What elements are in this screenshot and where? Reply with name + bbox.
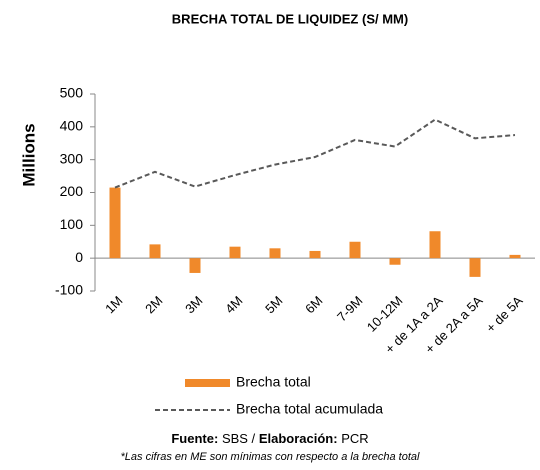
x-tick-label: 2M — [142, 293, 165, 316]
y-tick-label: 400 — [60, 118, 84, 134]
y-tick-label: 300 — [60, 150, 84, 166]
source-text: SBS / — [222, 431, 256, 446]
legend-label: Brecha total — [236, 374, 311, 390]
bar — [389, 258, 401, 265]
y-tick-label: 500 — [60, 85, 84, 101]
source-label: Elaboración: — [259, 431, 338, 446]
bar — [309, 250, 321, 259]
bar — [349, 241, 361, 259]
x-tick-label: 7-9M — [334, 293, 366, 325]
legend-label: Brecha total acumulada — [236, 401, 383, 417]
y-tick-label: -100 — [55, 282, 83, 298]
legend-swatch — [185, 379, 230, 387]
note: *Las cifras en ME son mínimas con respec… — [121, 451, 421, 463]
y-tick-label: 100 — [60, 216, 84, 232]
bar — [109, 187, 121, 259]
bar — [469, 258, 481, 277]
y-tick-label: 0 — [75, 249, 83, 265]
line — [114, 118, 516, 189]
bar — [269, 248, 281, 259]
y-tick-label: 200 — [60, 183, 84, 199]
x-tick-label: 1M — [102, 293, 125, 316]
x-tick-label: 4M — [222, 293, 245, 316]
y-axis-label: Millions — [19, 123, 38, 186]
x-tick-label: 5M — [262, 293, 285, 316]
bar — [509, 254, 521, 259]
x-tick-label: + de 5A — [483, 293, 526, 336]
bar — [189, 258, 201, 273]
source: Fuente: SBS / Elaboración: PCR — [171, 431, 368, 446]
bar — [429, 231, 441, 259]
source-text: PCR — [341, 431, 368, 446]
chart-title: BRECHA TOTAL DE LIQUIDEZ (S/ MM) — [172, 11, 408, 26]
source-label: Fuente: — [171, 431, 218, 446]
bar — [229, 246, 241, 259]
bar — [149, 244, 161, 259]
x-tick-label: 6M — [302, 293, 325, 316]
x-tick-label: 3M — [182, 293, 205, 316]
